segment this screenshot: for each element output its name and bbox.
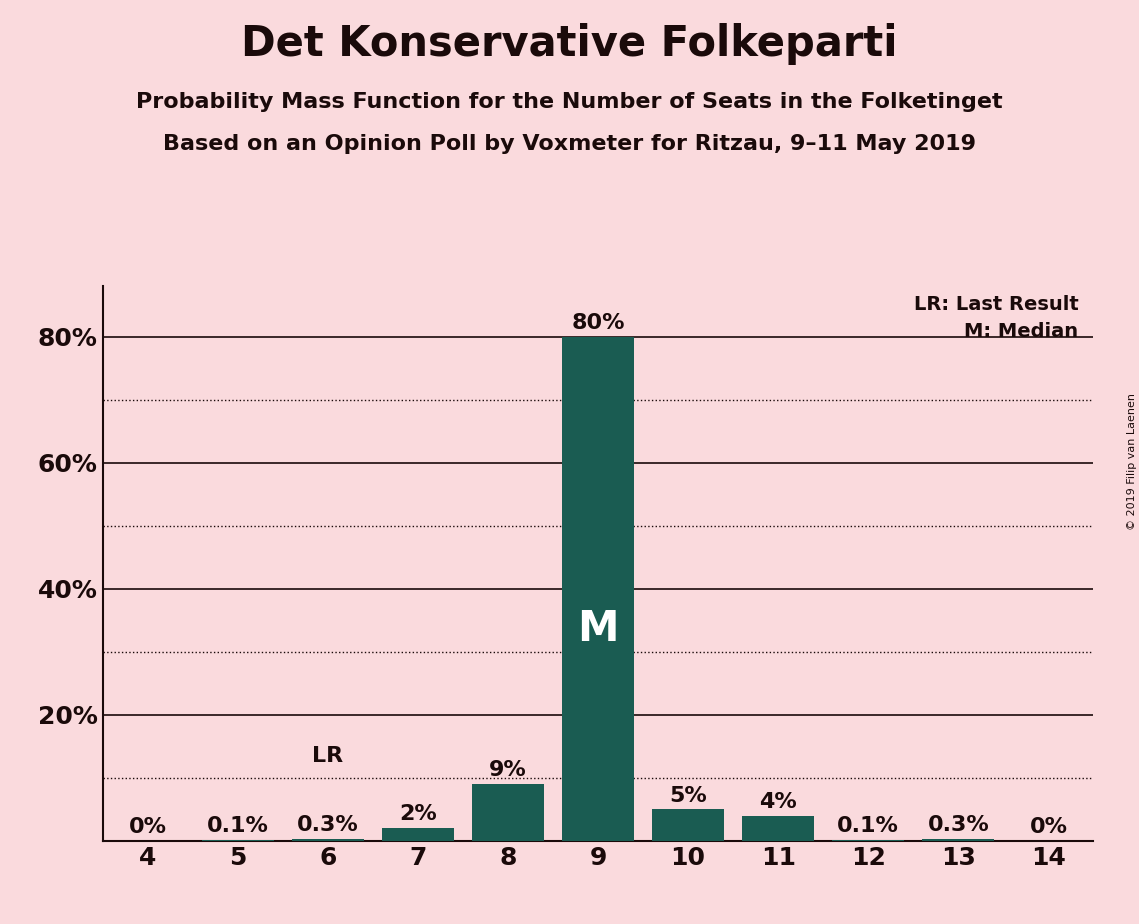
- Bar: [292, 839, 363, 841]
- Text: 2%: 2%: [399, 805, 436, 824]
- Text: Det Konservative Folkeparti: Det Konservative Folkeparti: [241, 23, 898, 65]
- Text: 4%: 4%: [760, 792, 797, 812]
- Text: 0.1%: 0.1%: [206, 817, 269, 836]
- Text: © 2019 Filip van Laenen: © 2019 Filip van Laenen: [1126, 394, 1137, 530]
- Bar: [562, 337, 634, 841]
- Text: 0.1%: 0.1%: [837, 817, 899, 836]
- Text: 0%: 0%: [129, 817, 166, 837]
- Text: Based on an Opinion Poll by Voxmeter for Ritzau, 9–11 May 2019: Based on an Opinion Poll by Voxmeter for…: [163, 134, 976, 154]
- Text: M: M: [577, 608, 618, 650]
- Text: Probability Mass Function for the Number of Seats in the Folketinget: Probability Mass Function for the Number…: [137, 92, 1002, 113]
- Text: 80%: 80%: [572, 313, 624, 333]
- Text: LR: LR: [312, 747, 343, 767]
- Text: 5%: 5%: [670, 785, 707, 806]
- Text: 9%: 9%: [489, 760, 526, 781]
- Bar: [923, 839, 994, 841]
- Text: 0.3%: 0.3%: [297, 815, 359, 835]
- Text: LR: Last Result: LR: Last Result: [913, 295, 1079, 314]
- Text: 0.3%: 0.3%: [927, 815, 989, 835]
- Bar: [382, 828, 453, 841]
- Bar: [652, 809, 724, 841]
- Bar: [472, 784, 544, 841]
- Text: M: Median: M: Median: [965, 322, 1079, 342]
- Bar: [743, 816, 814, 841]
- Text: 0%: 0%: [1030, 817, 1067, 837]
